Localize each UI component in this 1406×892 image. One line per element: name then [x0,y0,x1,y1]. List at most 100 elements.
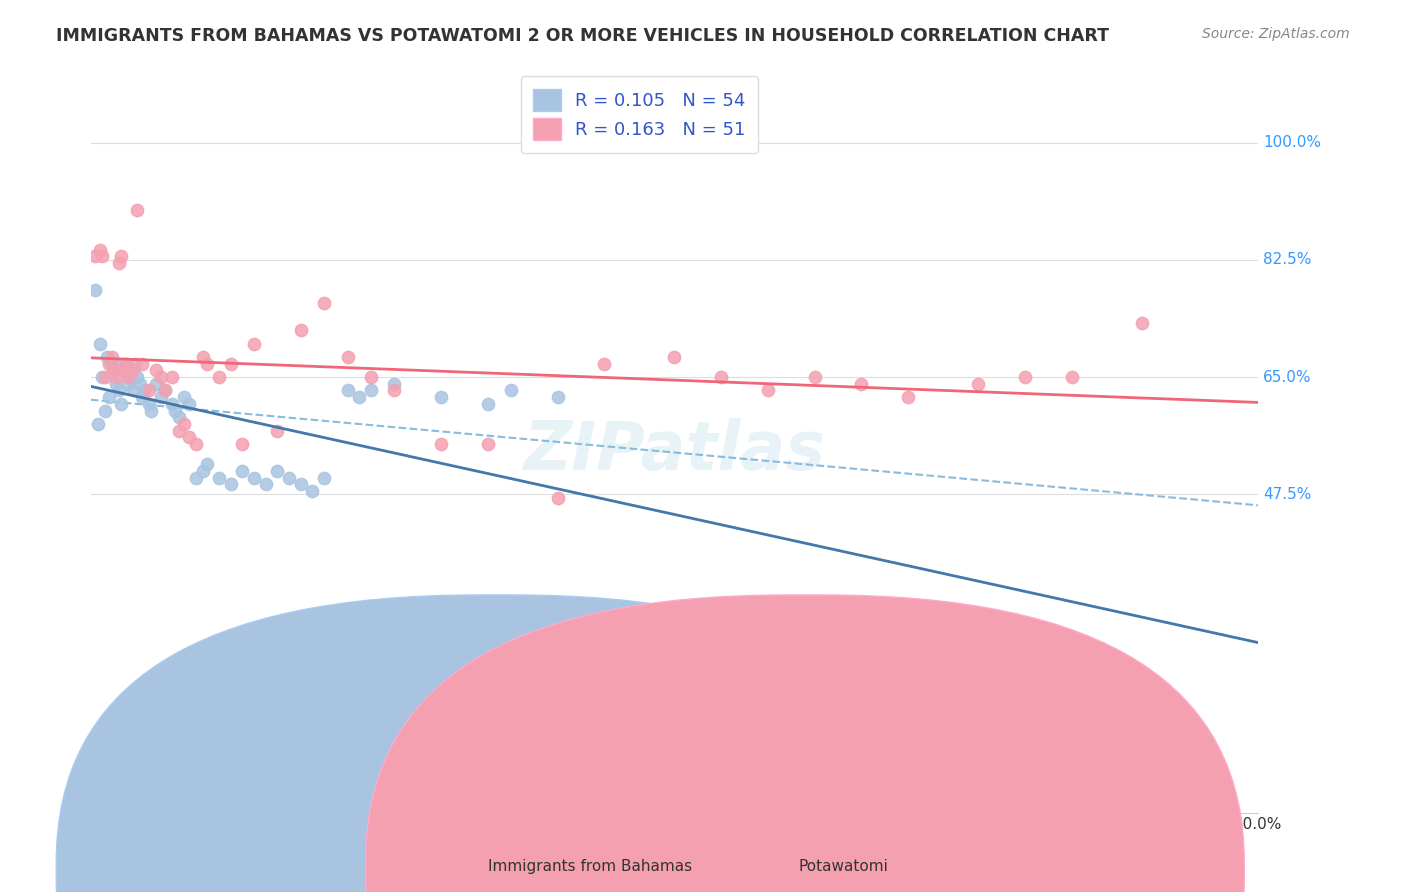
Point [103,363,125,377]
Point [184,437,207,451]
Point [107,256,129,270]
Point [128,376,150,391]
Point [664,350,686,364]
Point [86,417,108,431]
Text: Potawatomi: Potawatomi [799,859,889,874]
Point [254,477,277,491]
Text: 47.5%: 47.5% [1263,487,1312,502]
Point [103,363,125,377]
Point [710,370,733,384]
Point [278,470,301,484]
Point [336,350,359,364]
Text: ZIPatlas: ZIPatlas [523,417,825,483]
Point [93,370,115,384]
Point [145,363,167,377]
Point [145,376,167,391]
Point [593,665,616,679]
Text: 100.0%: 100.0% [1263,135,1322,150]
Point [149,390,172,404]
Point [138,397,160,411]
Point [89,336,111,351]
Point [114,363,136,377]
Text: IMMIGRANTS FROM BAHAMAS VS POTAWATOMI 2 OR MORE VEHICLES IN HOUSEHOLD CORRELATIO: IMMIGRANTS FROM BAHAMAS VS POTAWATOMI 2 … [56,27,1109,45]
Point [219,357,242,371]
Point [91,250,114,264]
Point [208,370,231,384]
Point [84,250,107,264]
Point [124,357,146,371]
Point [98,390,121,404]
Point [131,357,153,371]
Point [107,384,129,398]
Point [360,384,382,398]
Point [547,390,569,404]
Point [191,350,214,364]
Point [430,390,453,404]
Point [897,390,920,404]
Text: 82.5%: 82.5% [1263,252,1312,268]
Point [243,336,266,351]
Point [851,376,873,391]
Point [290,477,312,491]
Point [231,437,253,451]
Point [290,323,312,337]
Point [134,384,156,398]
Point [149,370,172,384]
Point [112,357,135,371]
Point [336,384,359,398]
Point [197,457,219,471]
Point [314,470,336,484]
Point [382,376,405,391]
Point [100,357,122,371]
Point [177,430,200,444]
Point [803,370,825,384]
Point [191,464,214,478]
Point [84,283,107,297]
Point [114,357,136,371]
Point [347,390,370,404]
Point [1060,370,1083,384]
Point [155,384,177,398]
Point [1130,317,1153,331]
Point [231,464,253,478]
Point [98,357,121,371]
Point [127,370,149,384]
Point [756,384,779,398]
Point [382,384,405,398]
Point [177,397,200,411]
Point [110,250,132,264]
Point [127,202,149,217]
Point [141,403,163,417]
Point [184,470,207,484]
Point [112,363,135,377]
Point [89,243,111,257]
Point [430,437,453,451]
Point [477,437,499,451]
Point [121,363,143,377]
Point [120,370,142,384]
Point [117,376,139,391]
Point [93,403,115,417]
Point [117,370,139,384]
Text: 65.0%: 65.0% [1263,369,1312,384]
Point [96,350,118,364]
Point [266,464,288,478]
Point [499,384,522,398]
Point [138,384,160,398]
Point [100,350,122,364]
Point [110,397,132,411]
Point [360,370,382,384]
Point [219,477,242,491]
Point [301,483,323,498]
Point [131,390,153,404]
Point [266,424,288,438]
Point [162,370,184,384]
Point [173,390,195,404]
Point [162,397,184,411]
Point [121,384,143,398]
Text: Source: ZipAtlas.com: Source: ZipAtlas.com [1202,27,1350,41]
Point [1014,370,1036,384]
Point [314,296,336,310]
Legend: R = 0.105   N = 54, R = 0.163   N = 51: R = 0.105 N = 54, R = 0.163 N = 51 [520,77,758,153]
Point [197,357,219,371]
